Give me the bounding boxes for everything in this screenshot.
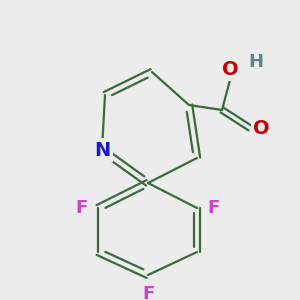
Text: F: F — [142, 285, 154, 300]
Text: H: H — [248, 53, 263, 71]
Text: N: N — [94, 140, 110, 160]
Text: O: O — [222, 60, 238, 79]
Text: F: F — [207, 199, 219, 217]
Text: O: O — [253, 118, 270, 137]
Text: F: F — [76, 199, 88, 217]
